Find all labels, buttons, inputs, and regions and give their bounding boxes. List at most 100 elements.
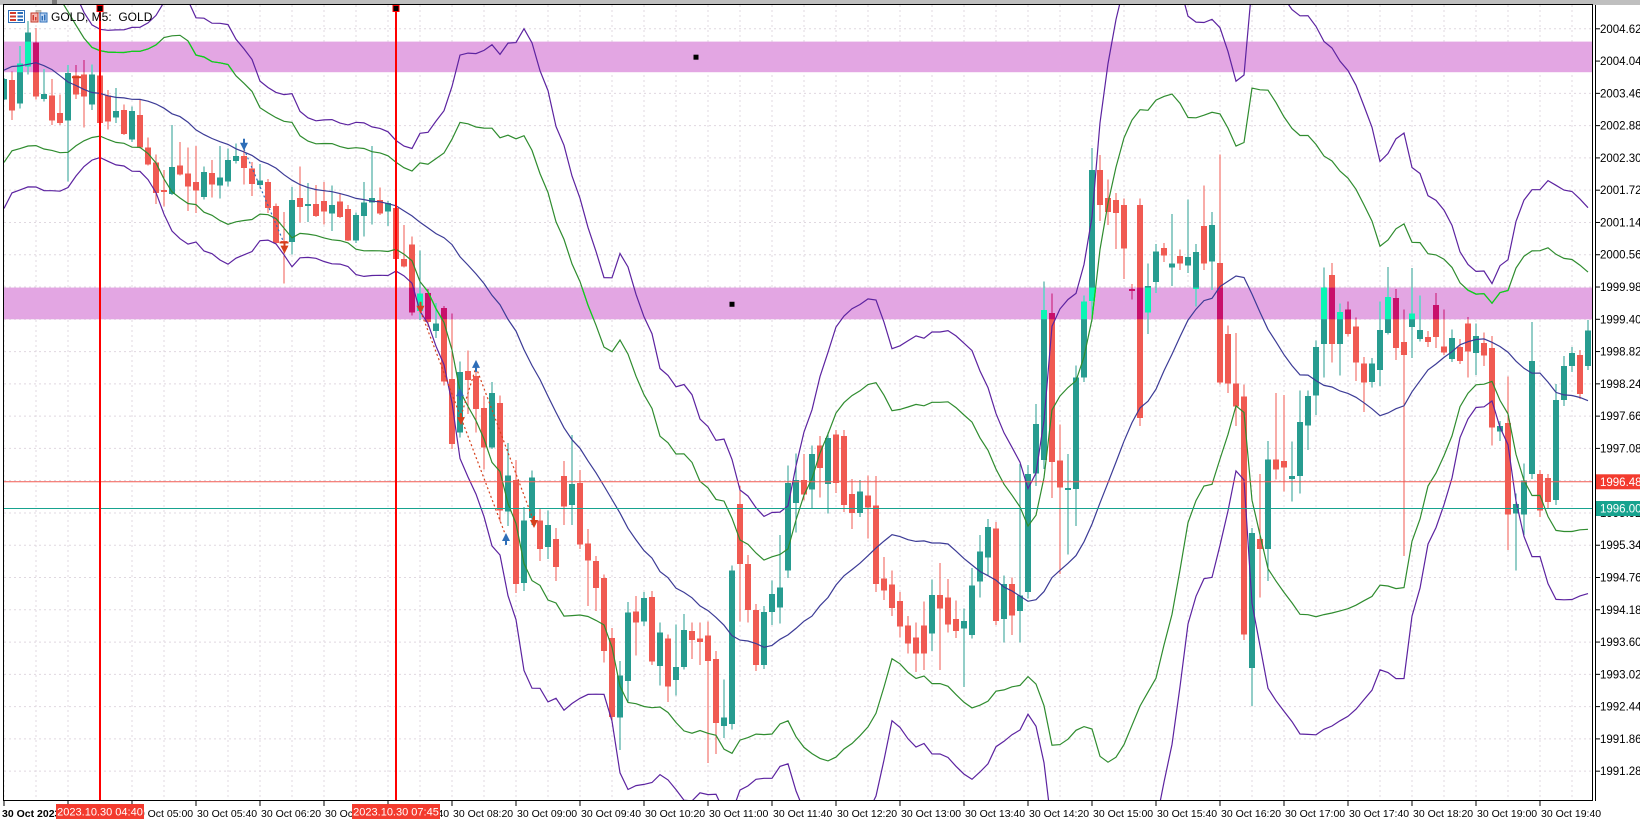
time-badge-label: 2023.10.30 07:45 [353,807,439,819]
candle-body [913,637,919,654]
candle-body [433,323,439,331]
price-label: 1991.28 [1600,766,1640,778]
candle-body [185,173,191,187]
candle-body [1217,263,1223,383]
red-down-arrow[interactable] [456,417,465,426]
candle-body [697,638,703,643]
time-label: 30 Oct 08:20 [453,808,513,820]
candle-body [1433,304,1439,320]
candle-body [305,204,311,206]
candle-body [985,526,991,558]
candle-body [1233,383,1239,407]
time-label: 30 Oct 15:00 [1093,808,1153,820]
red-down-arrow-stem [419,301,422,307]
red-down-arrow[interactable] [416,305,425,314]
red-down-arrow[interactable] [530,520,538,529]
candle-body [481,407,487,448]
candle-body [1161,248,1167,256]
candle-body [129,111,135,140]
candle-body [937,594,943,609]
candle-body [1569,353,1575,367]
time-label: 30 Oct 11:40 [773,808,833,820]
candle-body [41,93,47,99]
price-label: 1998.82 [1600,347,1640,359]
candle-body [1033,423,1039,474]
candle-body [1305,396,1311,426]
supply-demand-zone[interactable] [4,287,1592,320]
candle-body [4,78,7,100]
candle-body [169,166,175,195]
trade-line[interactable] [419,310,507,537]
time-badge-label: 2023.10.30 04:40 [57,807,143,819]
candle-body [457,372,463,433]
candle-body [689,630,695,640]
candle-body [817,445,823,468]
price-badge-label: 1996.48 [1600,477,1640,489]
price-badge-label: 1996.00 [1600,504,1640,516]
vline-handle[interactable] [393,6,399,11]
red-dash[interactable] [71,76,81,79]
candle-body [833,434,839,483]
price-label: 1995.34 [1600,540,1640,552]
time-label: 30 Oct 05:40 [197,808,257,820]
candle-body [313,204,319,216]
candle-body [89,74,95,105]
candle-body [1505,422,1511,515]
zone-handle[interactable] [729,301,735,307]
candle-body [225,160,231,182]
price-axis[interactable]: 2004.62 2004.04 2003.46 2002.88 2002.30 2001.… [1595,5,1640,801]
blue-down-arrow[interactable] [240,142,248,151]
price-label: 1999.98 [1600,282,1640,294]
candle-body [337,201,343,217]
candle-body [777,587,783,608]
candle-body [353,215,359,241]
band-lower [4,156,1589,800]
candle-body [993,528,999,621]
blue-down-arrow-stem [243,138,245,144]
candle-body [1345,309,1351,334]
price-label: 2001.72 [1600,185,1640,197]
candle-body [681,629,687,668]
time-label: 30 Oct 17:40 [1349,808,1409,820]
plot-area[interactable] [1,0,1592,822]
candle-body [441,308,447,320]
blue-up-arrow[interactable] [472,359,480,368]
blue-up-arrow[interactable] [502,532,510,541]
candle-body [1409,313,1415,328]
candle-body [1169,263,1175,268]
candle-body [193,181,199,191]
candle-body [1353,326,1359,363]
price-label: 1993.02 [1600,669,1640,681]
candle-body [1089,170,1095,301]
candle-body [889,584,895,609]
candle-body [617,675,623,718]
price-label: 1998.24 [1600,379,1640,391]
trade-line[interactable] [243,148,285,244]
candle-body [1441,346,1447,353]
candle-body [1025,474,1031,592]
candle-body [385,202,391,212]
candle-body [1369,363,1375,383]
zone-handle[interactable] [693,54,699,60]
blue-up-arrow[interactable] [456,388,464,397]
price-label: 2004.04 [1600,56,1640,68]
candle-body [121,110,127,134]
candle-body [505,475,511,512]
candle-body [241,156,247,168]
candle-body [537,520,543,550]
candle-body [1193,251,1199,290]
candle-body [665,638,671,687]
chart-list-icon[interactable] [8,10,25,23]
price-label: 1993.60 [1600,637,1640,649]
vline-handle[interactable] [97,6,103,11]
red-down-arrow[interactable] [280,245,289,254]
candle-body [137,115,143,148]
candle-body [609,638,615,718]
candle-body [1337,312,1343,320]
supply-demand-zone[interactable] [4,41,1592,73]
price-label: 2002.30 [1600,153,1640,165]
chart-pages-icon[interactable] [30,10,49,23]
trade-line[interactable] [460,366,477,417]
